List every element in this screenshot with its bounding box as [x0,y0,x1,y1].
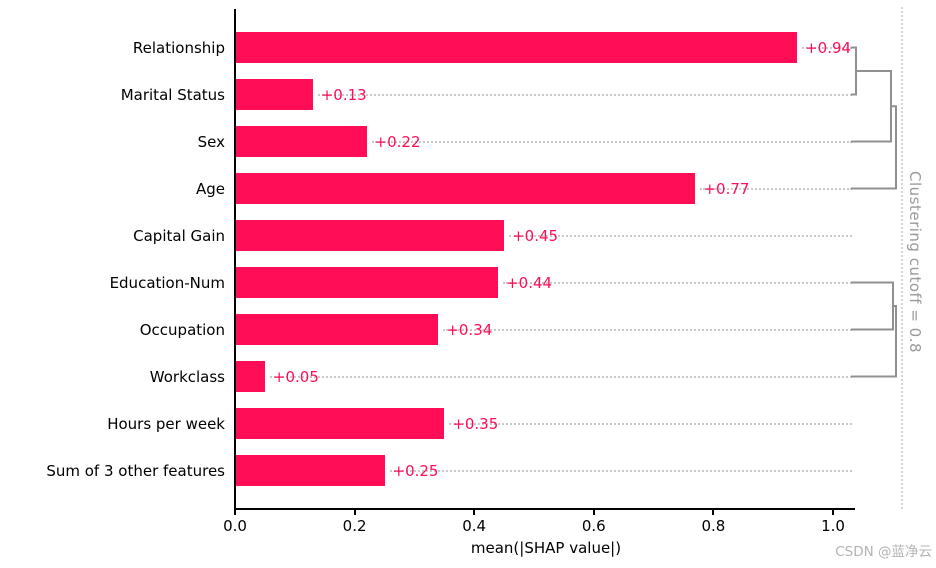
x-tick-mark [353,510,356,515]
feature-label: Education-Num [109,273,225,292]
feature-label: Relationship [132,38,225,57]
x-axis-spine [234,508,855,510]
x-tick-label: 0.4 [462,517,487,535]
dotted-leader-line [509,234,852,237]
feature-label: Sex [197,132,225,151]
dotted-leader-line [269,375,852,378]
x-tick-mark [473,510,476,515]
bar-value-label: +0.13 [320,85,367,104]
shap-bar [236,267,499,298]
x-axis-title: mean(|SHAP value|) [470,539,622,557]
x-tick-label: 1.0 [821,517,845,535]
dotted-leader-line [802,46,852,49]
bar-value-label: +0.44 [506,273,553,292]
x-tick-label: 0.8 [701,517,726,535]
x-tick-mark [832,510,834,515]
feature-label: Occupation [139,320,225,339]
shap-bar [236,408,445,439]
bar-value-label: +0.35 [452,414,499,433]
feature-label: Age [195,179,225,198]
bar-value-label: +0.25 [392,461,439,480]
bar-value-label: +0.22 [374,132,421,151]
feature-label: Workclass [149,367,225,386]
shap-bar [236,314,439,345]
shap-bar [236,79,313,110]
feature-label: Marital Status [120,85,225,104]
x-tick-label: 0.6 [581,517,606,535]
clustering-cutoff-label: Clustering cutoff = 0.8 [906,171,924,354]
shap-bar [236,126,367,157]
feature-label: Sum of 3 other features [46,461,225,480]
dotted-leader-line [700,187,852,190]
bar-value-label: +0.34 [446,320,493,339]
feature-label: Hours per week [107,414,225,433]
y-axis-spine [234,9,236,509]
x-tick-mark [592,510,595,515]
shap-bar [236,32,798,63]
shap-bar [236,220,505,251]
x-tick-label: 0.0 [223,517,247,535]
dotted-leader-line [371,140,852,143]
x-tick-label: 0.2 [342,517,367,535]
dotted-leader-line [449,422,852,425]
bar-value-label: +0.05 [272,367,319,386]
shap-bar [236,361,265,392]
x-tick-mark [234,510,236,515]
bar-value-label: +0.45 [512,226,559,245]
dotted-leader-line [503,281,852,284]
dotted-leader-line [443,328,852,331]
bar-value-label: +0.77 [703,179,750,198]
dotted-leader-line [317,93,852,96]
feature-label: Capital Gain [133,226,225,245]
watermark-text: CSDN @蓝净云 [835,544,932,560]
shap-bar [236,173,696,204]
clustering-cutoff-line [901,7,903,509]
x-tick-mark [712,510,715,515]
bar-value-label: +0.94 [805,38,852,57]
dotted-leader-line [389,469,852,472]
shap-bar [236,455,385,486]
